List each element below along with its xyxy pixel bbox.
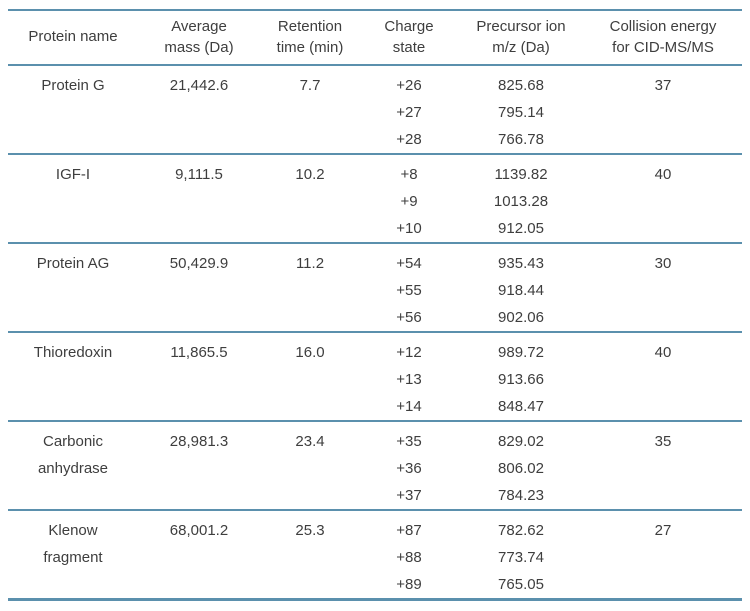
charge-state-cell: +87 bbox=[396, 522, 422, 539]
precursor-mz-cell: 829.02 bbox=[498, 433, 544, 450]
table-row: IGF-I 9,111.5 10.2 +8 1139.82 40 bbox=[8, 154, 742, 188]
charge-state-cell: +54 bbox=[396, 255, 422, 272]
precursor-mz-cell: 773.74 bbox=[498, 549, 544, 566]
table-row: +9 1013.28 bbox=[8, 188, 742, 215]
collision-energy-cell: 37 bbox=[654, 77, 672, 94]
precursor-mz-cell: 935.43 bbox=[498, 255, 544, 272]
retention-time-cell: 7.7 bbox=[299, 77, 321, 94]
collision-energy-cell: 40 bbox=[654, 166, 672, 183]
charge-state-cell: +35 bbox=[396, 433, 422, 450]
charge-state-cell: +88 bbox=[396, 549, 422, 566]
column-header-mz: Precursor ion m/z (Da) bbox=[476, 18, 566, 56]
table-row: +27 795.14 bbox=[8, 99, 742, 126]
column-header-mass: Average mass (Da) bbox=[164, 18, 234, 56]
charge-state-cell: +89 bbox=[396, 576, 422, 593]
column-header-collision: Collision energy for CID-MS/MS bbox=[609, 18, 717, 56]
protein-ms-parameters-table: Protein name Average mass (Da) Retention t… bbox=[8, 9, 742, 601]
precursor-mz-cell: 765.05 bbox=[498, 576, 544, 593]
protein-row-group: Protein G 21,442.6 7.7 +26 825.68 37 +27 795.14… bbox=[8, 65, 742, 154]
precursor-mz-cell: 1013.28 bbox=[493, 193, 549, 210]
protein-row-group: Thioredoxin 11,865.5 16.0 +12 989.72 40 +13 913… bbox=[8, 332, 742, 421]
charge-state-cell: +10 bbox=[396, 220, 422, 237]
protein-name-cell: Protein AG bbox=[36, 255, 110, 272]
protein-name-cell: Protein G bbox=[41, 77, 105, 94]
precursor-mz-cell: 902.06 bbox=[498, 309, 544, 326]
table-row: Klenow fragment 68,001.2 25.3 +87 782.62 27 bbox=[8, 510, 742, 566]
protein-row-group: Klenow fragment 68,001.2 25.3 +87 782.62 27 +8… bbox=[8, 510, 742, 600]
average-mass-cell: 9,111.5 bbox=[175, 166, 223, 183]
precursor-mz-cell: 784.23 bbox=[498, 487, 544, 504]
charge-state-cell: +13 bbox=[396, 371, 422, 388]
column-header-protein: Protein name bbox=[28, 28, 118, 46]
table-row: +37 784.23 bbox=[8, 482, 742, 510]
precursor-mz-cell: 766.78 bbox=[498, 131, 544, 148]
table-row: Protein AG 50,429.9 11.2 +54 935.43 30 bbox=[8, 243, 742, 277]
charge-state-cell: +37 bbox=[396, 487, 422, 504]
precursor-mz-cell: 1139.82 bbox=[494, 166, 548, 183]
charge-state-cell: +14 bbox=[396, 398, 422, 415]
protein-name-cell: Carbonic anhydrase bbox=[37, 433, 109, 477]
precursor-mz-cell: 782.62 bbox=[498, 522, 544, 539]
protein-row-group: IGF-I 9,111.5 10.2 +8 1139.82 40 +9 1013.28 +10 9… bbox=[8, 154, 742, 243]
protein-row-group: Protein AG 50,429.9 11.2 +54 935.43 30 +55 918.… bbox=[8, 243, 742, 332]
charge-state-cell: +55 bbox=[396, 282, 422, 299]
protein-name-cell: IGF-I bbox=[55, 166, 91, 183]
protein-row-group: Carbonic anhydrase 28,981.3 23.4 +35 829.02 3… bbox=[8, 421, 742, 510]
protein-name-cell: Thioredoxin bbox=[33, 344, 113, 361]
retention-time-cell: 16.0 bbox=[295, 344, 325, 361]
charge-state-cell: +12 bbox=[396, 344, 422, 361]
table-header: Protein name Average mass (Da) Retention t… bbox=[8, 10, 742, 65]
charge-state-cell: +9 bbox=[400, 193, 418, 210]
precursor-mz-cell: 912.05 bbox=[498, 220, 544, 237]
table-row: +14 848.47 bbox=[8, 393, 742, 421]
retention-time-cell: 23.4 bbox=[295, 433, 325, 450]
charge-state-cell: +56 bbox=[396, 309, 422, 326]
table-row: +13 913.66 bbox=[8, 366, 742, 393]
collision-energy-cell: 40 bbox=[654, 344, 672, 361]
average-mass-cell: 21,442.6 bbox=[169, 77, 229, 94]
table-row: +88 773.74 bbox=[8, 544, 742, 571]
retention-time-cell: 25.3 bbox=[295, 522, 325, 539]
average-mass-cell: 11,865.5 bbox=[170, 344, 228, 361]
precursor-mz-cell: 848.47 bbox=[498, 398, 544, 415]
column-header-charge: Charge state bbox=[384, 18, 434, 56]
column-header-retention: Retention time (min) bbox=[276, 18, 344, 56]
charge-state-cell: +26 bbox=[396, 77, 422, 94]
collision-energy-cell: 30 bbox=[654, 255, 672, 272]
precursor-mz-cell: 795.14 bbox=[498, 104, 544, 121]
table-row: +55 918.44 bbox=[8, 277, 742, 304]
table-row: +10 912.05 bbox=[8, 215, 742, 243]
table-row: +56 902.06 bbox=[8, 304, 742, 332]
table-header-row: Protein name Average mass (Da) Retention t… bbox=[8, 10, 742, 65]
charge-state-cell: +27 bbox=[396, 104, 422, 121]
table-row: +89 765.05 bbox=[8, 571, 742, 600]
table-row: Protein G 21,442.6 7.7 +26 825.68 37 bbox=[8, 65, 742, 99]
table-row: Carbonic anhydrase 28,981.3 23.4 +35 829.02 3… bbox=[8, 421, 742, 477]
collision-energy-cell: 35 bbox=[654, 433, 672, 450]
average-mass-cell: 68,001.2 bbox=[169, 522, 229, 539]
retention-time-cell: 11.2 bbox=[295, 255, 325, 272]
precursor-mz-cell: 825.68 bbox=[498, 77, 544, 94]
precursor-mz-cell: 806.02 bbox=[498, 460, 544, 477]
table-row: +36 806.02 bbox=[8, 455, 742, 482]
precursor-mz-cell: 989.72 bbox=[498, 344, 544, 361]
charge-state-cell: +36 bbox=[396, 460, 422, 477]
average-mass-cell: 28,981.3 bbox=[169, 433, 229, 450]
charge-state-cell: +8 bbox=[400, 166, 418, 183]
precursor-mz-cell: 913.66 bbox=[498, 371, 544, 388]
protein-name-cell: Klenow fragment bbox=[43, 522, 103, 566]
table-row: +28 766.78 bbox=[8, 126, 742, 154]
collision-energy-cell: 27 bbox=[654, 522, 672, 539]
average-mass-cell: 50,429.9 bbox=[169, 255, 229, 272]
retention-time-cell: 10.2 bbox=[295, 166, 325, 183]
precursor-mz-cell: 918.44 bbox=[498, 282, 544, 299]
table-row: Thioredoxin 11,865.5 16.0 +12 989.72 40 bbox=[8, 332, 742, 366]
charge-state-cell: +28 bbox=[396, 131, 422, 148]
